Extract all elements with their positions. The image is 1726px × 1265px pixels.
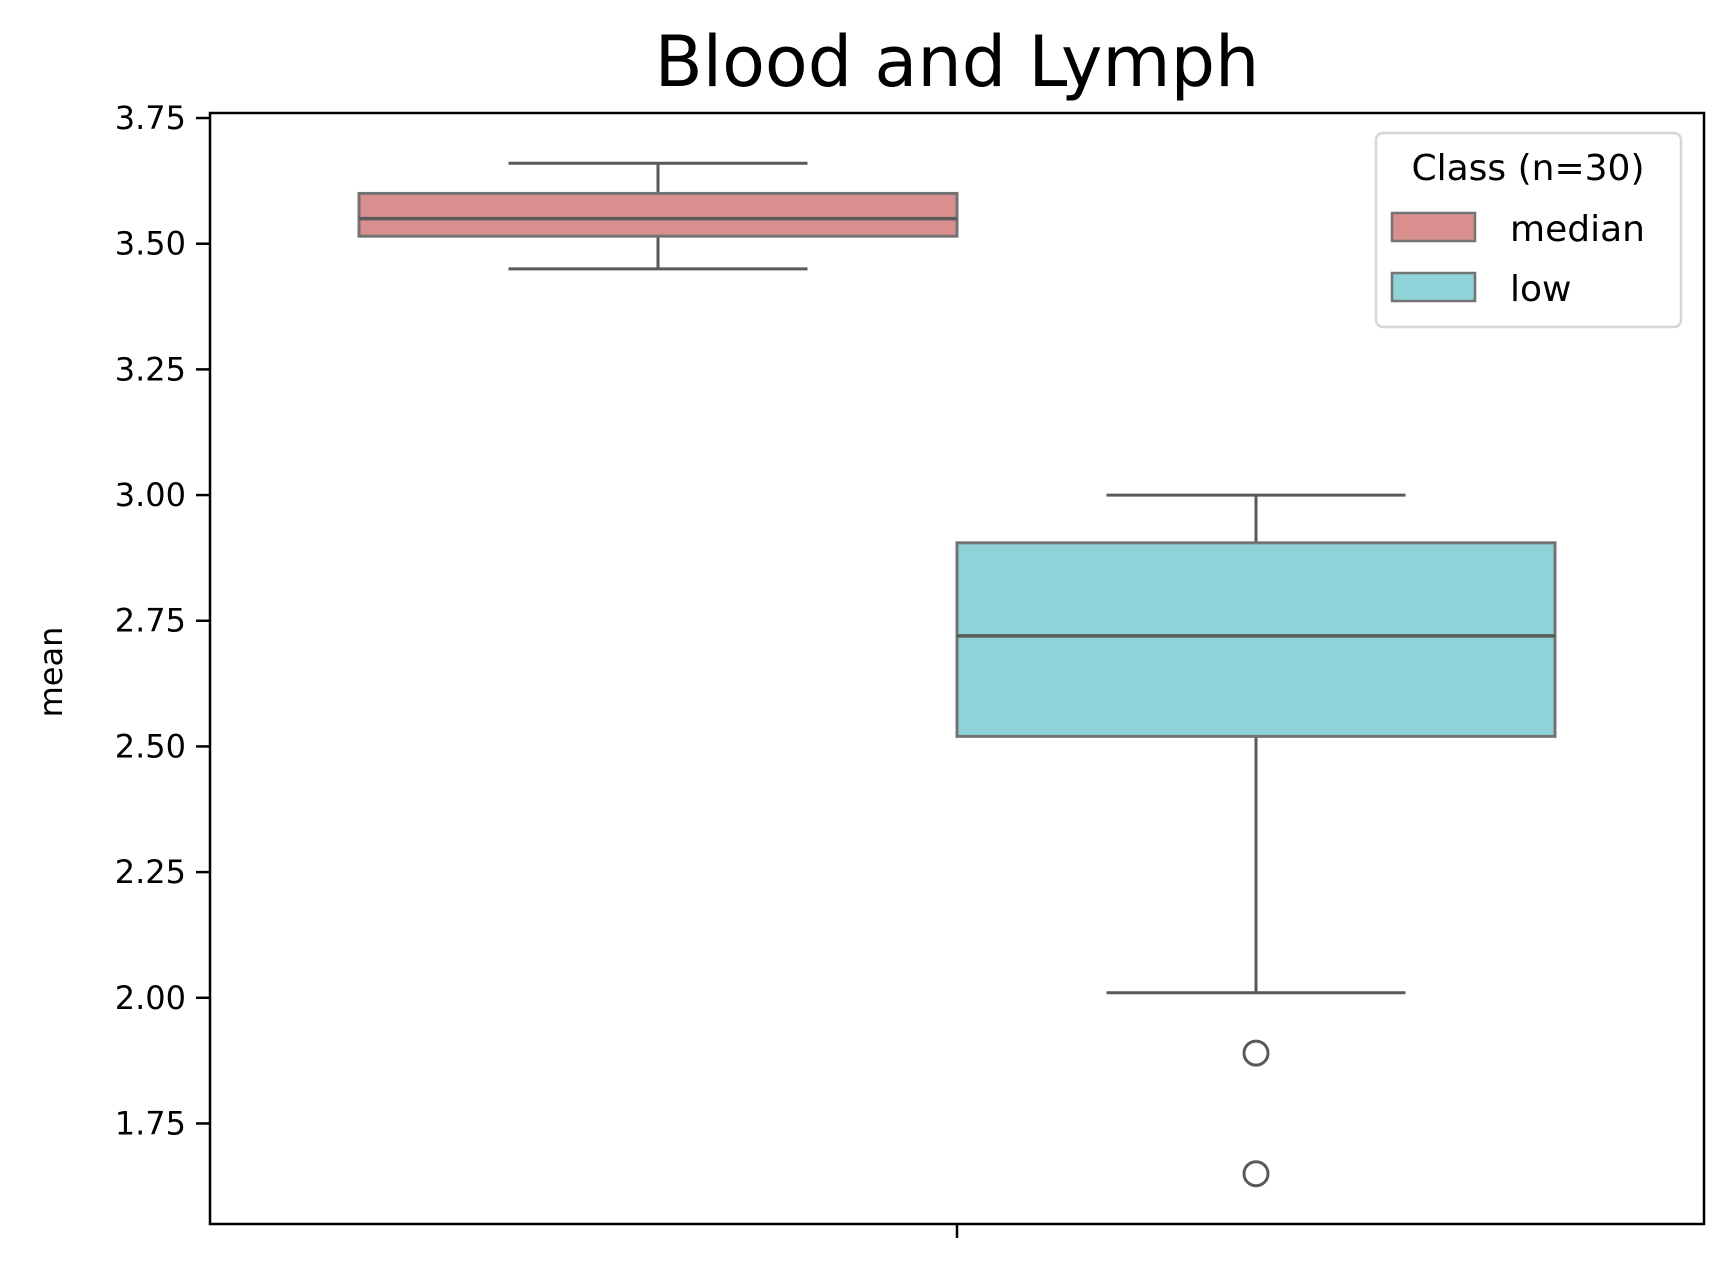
y-axis-label: mean (32, 627, 70, 718)
iqr-box-low (955, 541, 1557, 738)
iqr-box-median (357, 191, 959, 238)
y-tick-label: 2.25 (115, 853, 186, 891)
legend-swatch-low (1390, 271, 1477, 303)
y-tick-label: 3.50 (115, 225, 186, 263)
box-median (357, 161, 959, 271)
y-tick-label: 2.50 (115, 727, 186, 765)
box-low (955, 493, 1557, 1188)
outlier-point-low (1242, 1160, 1270, 1188)
y-tick-label: 3.75 (115, 99, 186, 137)
legend-title: Class (n=30) (1411, 148, 1644, 189)
y-tick-label: 2.00 (115, 979, 186, 1017)
legend-label-median: median (1510, 209, 1645, 250)
legend-label-low: low (1510, 269, 1571, 310)
outlier-point-low (1242, 1039, 1270, 1067)
chart-title: Blood and Lymph (655, 21, 1260, 103)
box-series-group (357, 161, 1557, 1188)
y-tick-label: 2.75 (115, 602, 186, 640)
y-tick-label: 1.75 (115, 1104, 186, 1142)
y-tick-label: 3.25 (115, 350, 186, 388)
y-axis-ticks: 1.75 2.00 2.25 2.50 2.75 3.00 3.25 3.50 3.75 (115, 99, 210, 1142)
legend: Class (n=30) median low (1374, 131, 1683, 329)
legend-swatch-median (1390, 211, 1477, 243)
y-tick-label: 3.00 (115, 476, 186, 514)
